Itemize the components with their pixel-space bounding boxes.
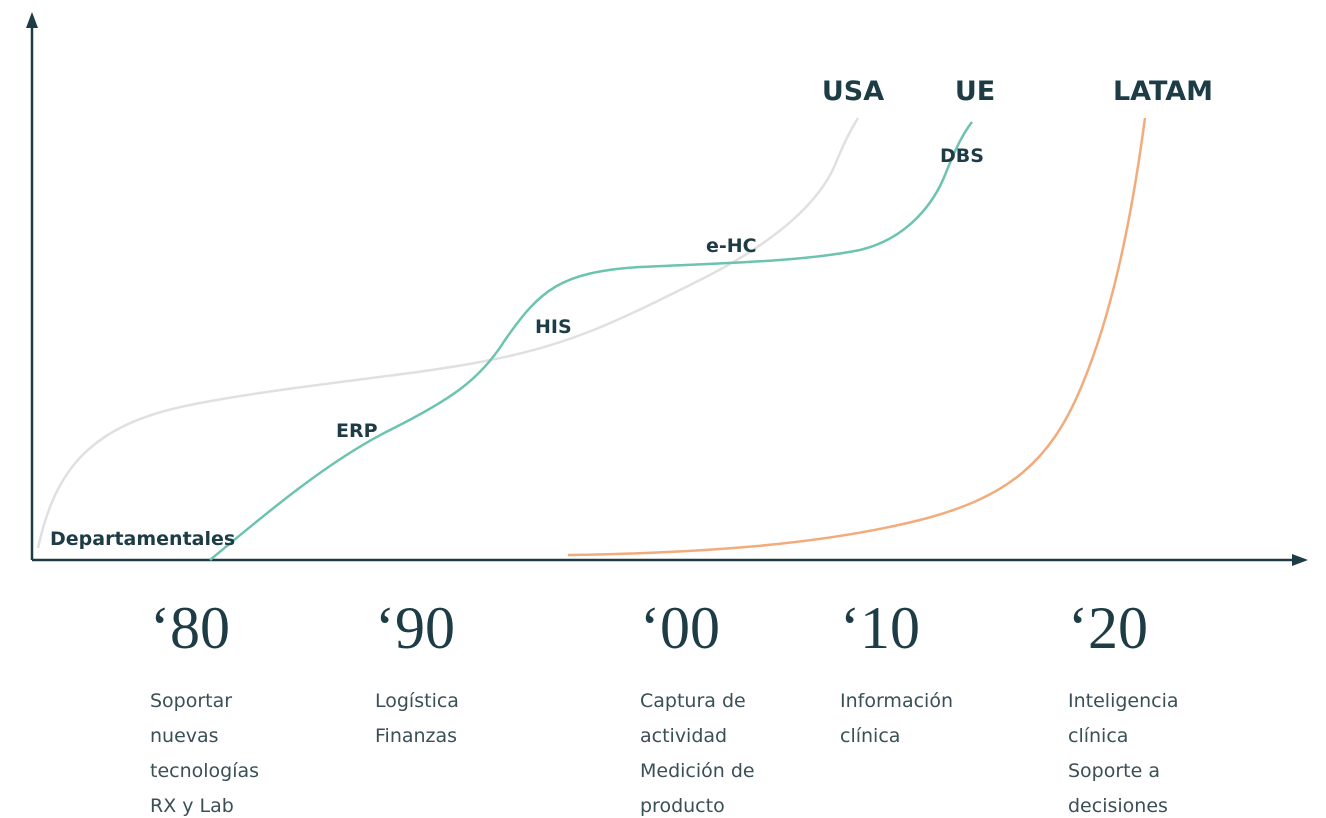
stage-label: HIS [535,316,572,338]
region-label: UE [955,76,995,107]
decade-description: decisiones [1068,795,1168,817]
decade-description: Inteligencia [1068,690,1179,712]
region-label: USA [822,76,884,107]
x-arrow [1292,554,1308,566]
decade-description: producto [640,795,725,817]
decade-description: Logística [375,690,459,712]
decade-description: Captura de [640,690,746,712]
decade-description: RX y Lab [150,795,234,817]
stage-label: Departamentales [50,528,235,550]
decade-description: actividad [640,725,727,747]
decade-description: Finanzas [375,725,457,747]
decade-description: nuevas [150,725,219,747]
region-label: LATAM [1113,76,1213,107]
decade-description: Soportar [150,690,232,712]
decade-description: clínica [1068,725,1128,747]
stage-label: e-HC [706,235,757,257]
y-arrow [26,12,38,28]
decade-description: Medición de [640,760,755,782]
latam-curve [567,117,1147,557]
decade-label: ‘80 [150,595,230,661]
usa-curve [36,117,860,549]
decade-description: clínica [840,725,900,747]
decade-description: Información [840,690,953,712]
decade-label: ‘90 [375,595,455,661]
stage-label: DBS [940,145,984,167]
decade-description: Soporte a [1068,760,1160,782]
decade-label: ‘10 [840,595,920,661]
stage-label: ERP [336,420,378,442]
decade-label: ‘20 [1068,595,1148,661]
decade-label: ‘00 [640,595,720,661]
decade-description: tecnologías [150,760,259,782]
ue-curve [209,121,973,561]
